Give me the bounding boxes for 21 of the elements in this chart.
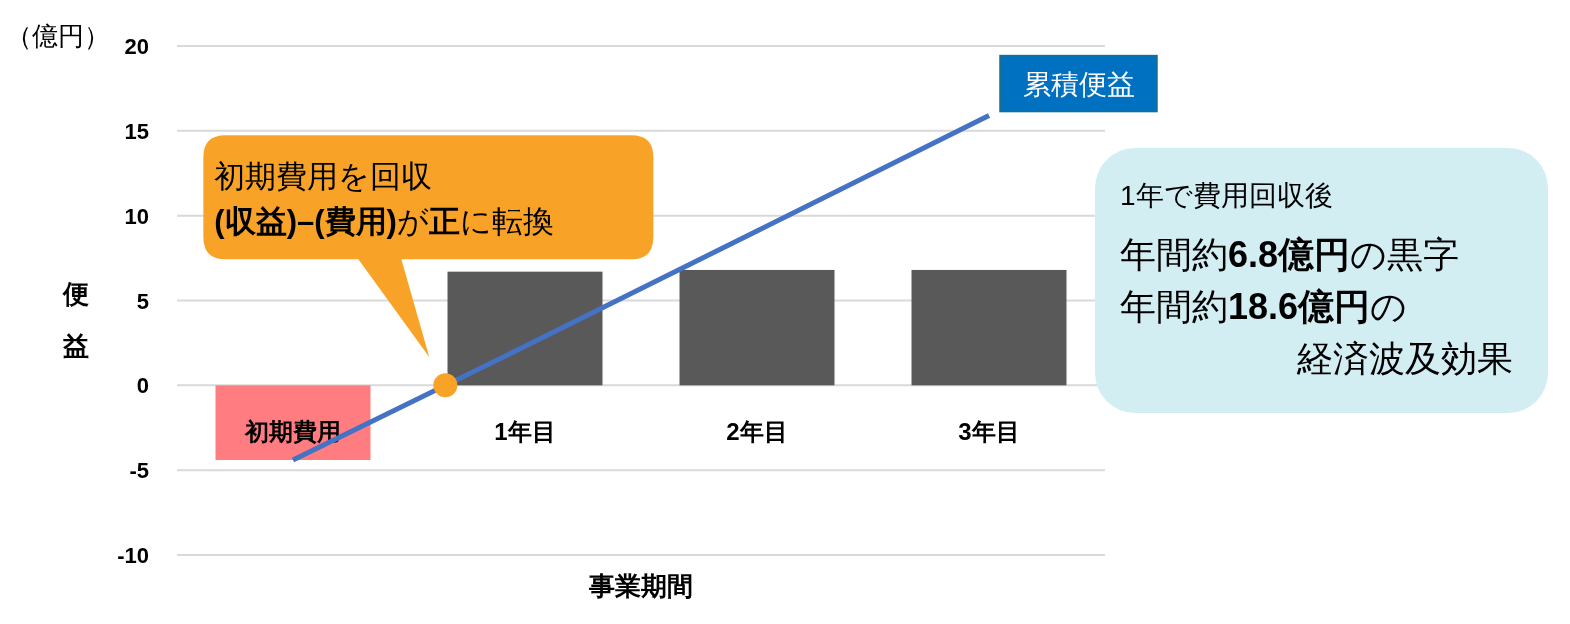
- x-tick-label: 2年目: [726, 418, 788, 446]
- y-tick-label: -5: [129, 458, 149, 484]
- annotation: (収益)–(費用)が正に転換: [214, 204, 554, 240]
- x-tick-label: 1年目: [494, 418, 556, 446]
- y-tick-label: 10: [124, 203, 149, 229]
- bar: [911, 269, 1067, 386]
- x-tick-label: 3年目: [958, 418, 1020, 446]
- bar: [447, 271, 603, 386]
- y-tick-label: -10: [117, 543, 149, 568]
- callout: 初期費用を回収 (収益)–(費用)が正に転換: [203, 135, 654, 398]
- y-tick-label: 0: [136, 373, 149, 399]
- annotation: 初期費用を回収: [214, 159, 433, 195]
- y-tick-label: 5: [136, 288, 149, 314]
- series-label: 累積便益: [1022, 68, 1135, 100]
- text: （億円）: [6, 21, 110, 51]
- bar: [679, 269, 835, 386]
- y-tick-label: 20: [124, 34, 149, 59]
- note-box: 1年で費用回収後 年間約6.8億円の黒字 年間約18.6億円の 経済波及効果: [1095, 148, 1548, 413]
- y-axis-title: 便益: [62, 279, 89, 361]
- y-tick-label: 15: [124, 118, 149, 144]
- x-axis-title: 事業期間: [588, 571, 693, 601]
